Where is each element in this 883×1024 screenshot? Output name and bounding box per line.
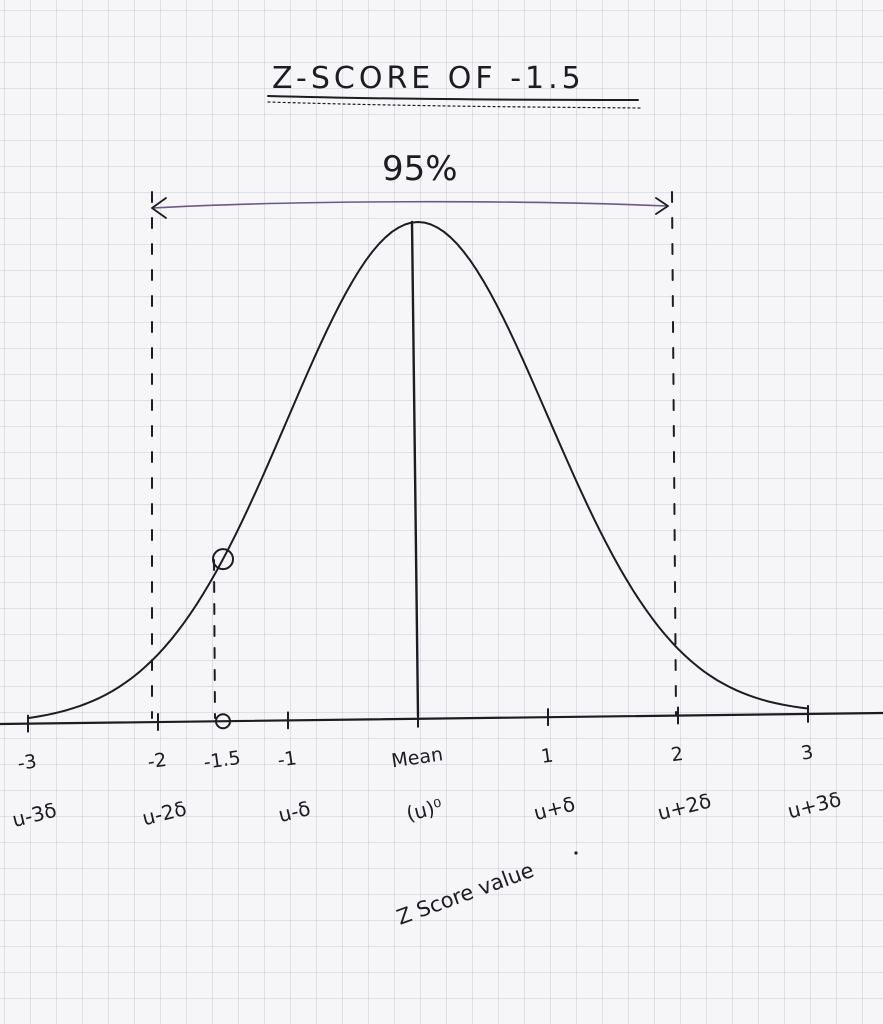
axis-point-marker	[215, 713, 231, 730]
tick-label: 2	[670, 743, 685, 766]
tick-formula-label: u-3δ	[10, 798, 59, 832]
tick-label: -1.5	[202, 747, 242, 774]
curve-point-marker	[212, 548, 234, 571]
x-axis-label: Z Score value	[394, 858, 537, 930]
mean-line	[410, 220, 420, 718]
percent-annotation: 95%	[382, 149, 458, 189]
dashed-line-plus-2	[671, 191, 677, 715]
tick-formula-label: u+3δ	[785, 787, 844, 823]
tick-label: 3	[800, 741, 815, 764]
tick-label: 1	[540, 744, 555, 767]
dashed-line-minus-1-5	[213, 559, 216, 719]
tick-formula-label: u+2δ	[655, 789, 714, 825]
tick-formula-label: u-δ	[276, 796, 313, 827]
label-dot	[574, 851, 578, 855]
tick-formula-label: u+δ	[531, 792, 577, 825]
interval-arrow-line	[151, 200, 669, 209]
chart-title: Z-SCORE OF -1.5	[272, 61, 585, 96]
interval-arrow-right-head	[655, 197, 669, 215]
title-underline-1	[267, 95, 639, 101]
x-axis	[0, 711, 883, 726]
tick-formula-label: u-2δ	[140, 796, 189, 830]
tick-label: Mean	[390, 743, 444, 772]
title-underline-2	[267, 101, 641, 109]
normal-curve	[27, 221, 809, 720]
tick-label: -3	[16, 750, 38, 774]
interval-arrow-left-head	[151, 197, 167, 219]
tick-formula-label: (u)⁰	[404, 794, 445, 826]
tick-label: -1	[276, 747, 298, 771]
tick-label: -2	[146, 749, 168, 773]
